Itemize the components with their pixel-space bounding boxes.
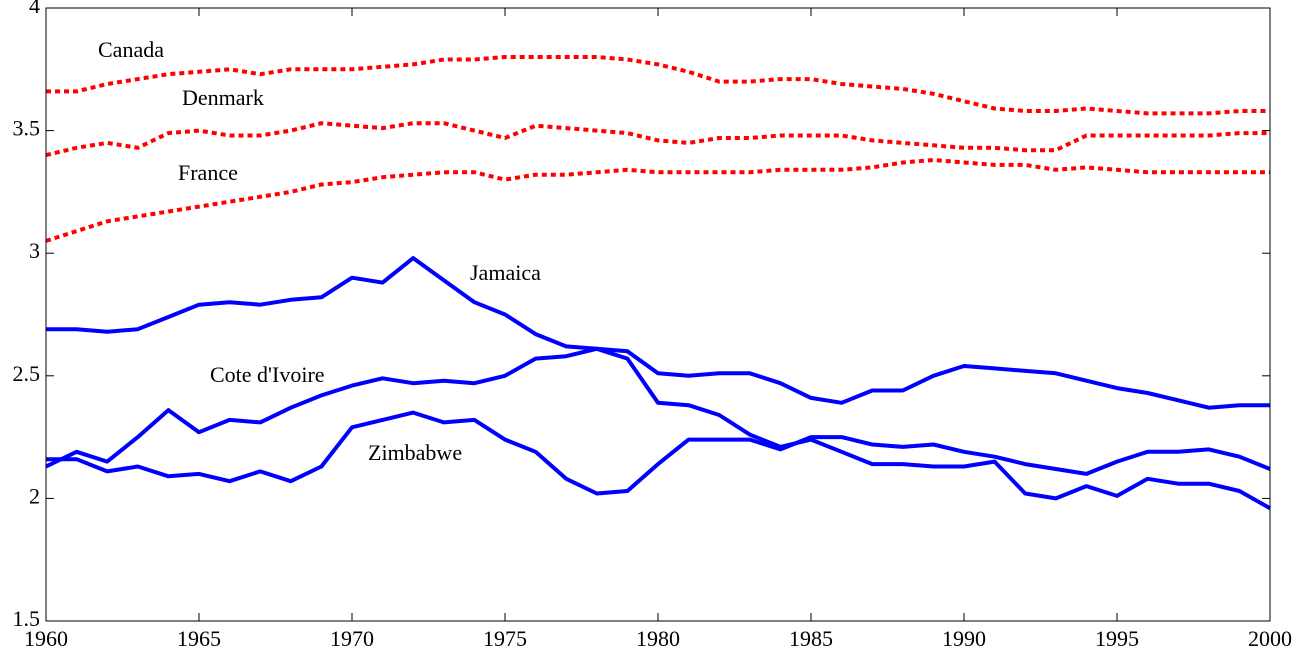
series-label: Zimbabwe (368, 440, 462, 465)
x-tick-label: 1965 (177, 626, 221, 651)
series-label: Canada (98, 37, 164, 62)
x-tick-label: 1975 (483, 626, 527, 651)
series-label: France (178, 160, 238, 185)
x-tick-label: 1985 (789, 626, 833, 651)
x-tick-label: 2000 (1248, 626, 1292, 651)
series-label: Jamaica (470, 260, 541, 285)
series-line (46, 410, 1271, 496)
series-label: Denmark (182, 85, 264, 110)
series-label: Cote d'Ivoire (210, 362, 325, 387)
y-tick-label: 4 (29, 0, 40, 18)
x-tick-label: 1995 (1095, 626, 1139, 651)
x-tick-label: 1960 (24, 626, 68, 651)
series-line (45, 346, 1270, 469)
series-line (45, 121, 1270, 158)
y-tick-label: 3.5 (13, 116, 41, 141)
x-tick-label: 1990 (942, 626, 986, 651)
series-line (46, 256, 1271, 510)
series-line (46, 55, 1270, 116)
y-tick-label: 2.5 (13, 361, 41, 386)
x-tick-label: 1970 (330, 626, 374, 651)
y-tick-label: 1.5 (13, 606, 41, 631)
y-tick-label: 2 (29, 483, 40, 508)
series-line (45, 158, 1270, 243)
x-tick-label: 1980 (636, 626, 680, 651)
y-tick-label: 3 (29, 238, 40, 263)
